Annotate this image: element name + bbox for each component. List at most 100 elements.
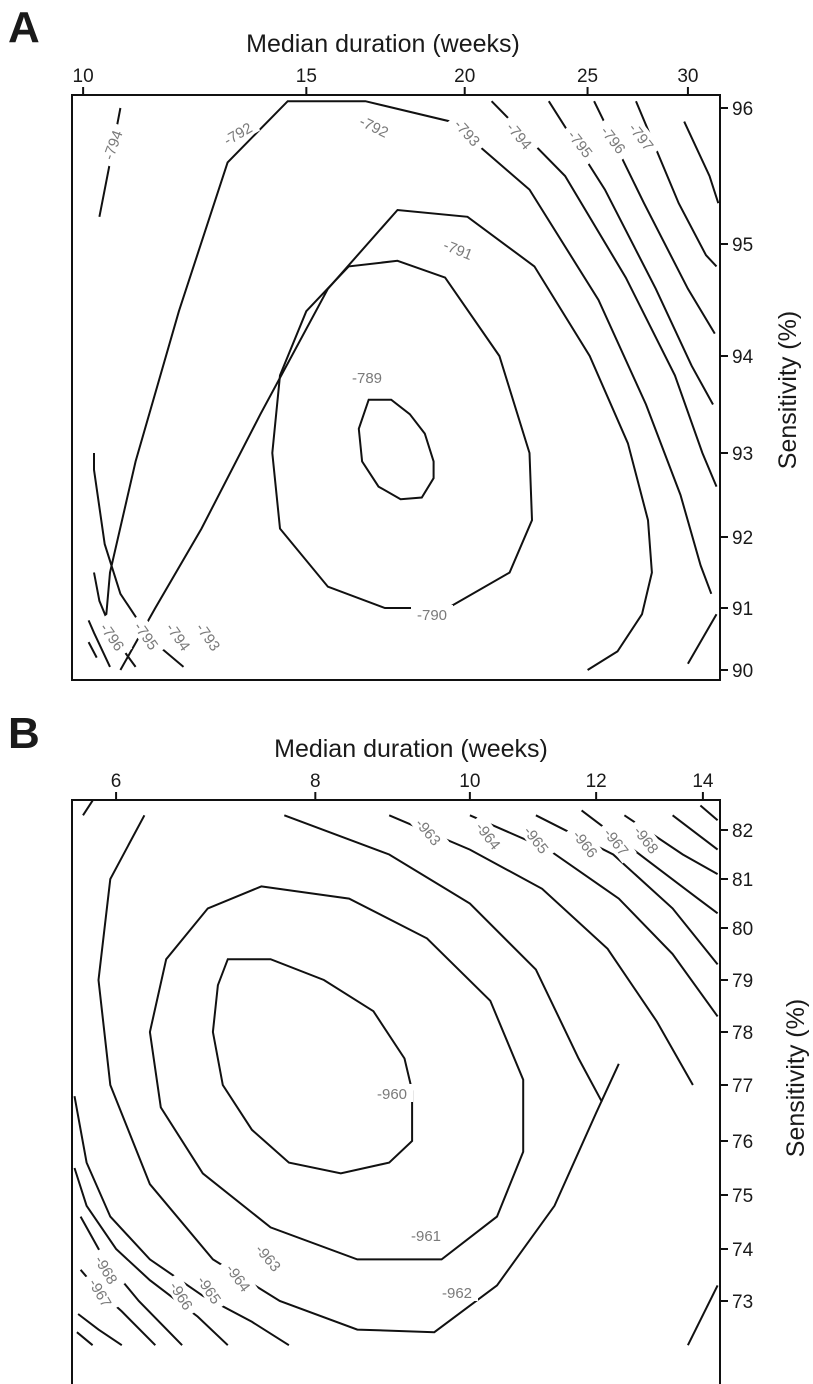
- contour-label-halo: [621, 114, 662, 159]
- contour-line: [97, 814, 620, 1334]
- contour-label-halo: [163, 1272, 201, 1319]
- x-axis: 10 15 20 25 30: [73, 66, 698, 95]
- contour-label: -960: [377, 1086, 407, 1103]
- x-axis-title: Median duration (weeks): [246, 30, 520, 58]
- x-tick-label: 15: [296, 66, 317, 87]
- contour-label: -790: [417, 607, 447, 624]
- y-tick-label: 94: [732, 347, 754, 368]
- contour-label-halo: [159, 614, 199, 659]
- plot-frame: [71, 94, 721, 681]
- y-tick-label: 81: [732, 870, 753, 891]
- contour-line: [73, 1096, 290, 1347]
- contour-label-halo: [219, 1255, 259, 1300]
- x-tick-label: 6: [111, 771, 122, 792]
- contour-label-halo: [468, 813, 509, 858]
- contour-line: [87, 620, 111, 668]
- y-tick-label: 91: [732, 599, 753, 620]
- contour-label-halo: [405, 1226, 447, 1244]
- x-tick-label: 30: [677, 66, 698, 87]
- x-tick-label: 8: [310, 771, 321, 792]
- contour-line: [271, 259, 534, 609]
- y-tick-label: 95: [732, 235, 753, 256]
- contour-labels: -789-790-791-792 -792 -793 -794 -795 -796-797…: [93, 108, 662, 659]
- contour-line: [469, 814, 719, 1017]
- contour-label-halo: [371, 1084, 413, 1102]
- contour-line: [671, 814, 719, 851]
- y-tick-label: 93: [732, 444, 753, 465]
- contour-labels: -960-961-962-963 -964 -965 -966 -967-968-968…: [82, 809, 667, 1319]
- contour-line: [357, 398, 435, 501]
- y-tick-label: 75: [732, 1186, 753, 1207]
- plot-frame: [71, 799, 721, 1384]
- y-axis: 73 74 75 76 77 78 79 80 81 82: [720, 821, 754, 1313]
- contour-lines: [73, 800, 719, 1347]
- y-tick-label: 80: [732, 919, 753, 940]
- contour-label-halo: [214, 114, 261, 152]
- contour-line: [687, 1284, 719, 1346]
- y-tick-label: 92: [732, 528, 753, 549]
- contour-label-halo: [351, 108, 398, 144]
- contour-line: [211, 958, 414, 1175]
- x-tick-label: 10: [73, 66, 94, 87]
- contour-line: [388, 814, 694, 1086]
- contour-label-halo: [411, 605, 453, 623]
- x-axis-title: Median duration (weeks): [274, 735, 548, 763]
- y-tick-label: 82: [732, 821, 753, 842]
- x-tick-label: 25: [577, 66, 598, 87]
- x-axis: 6 8 10 12 14: [111, 771, 714, 800]
- contour-label: -794: [100, 128, 126, 162]
- contour-label-halo: [596, 819, 637, 864]
- contour-line: [490, 100, 718, 487]
- y-tick-label: 96: [732, 99, 753, 120]
- contour-label-halo: [93, 614, 133, 659]
- contour-line: [148, 885, 525, 1261]
- contour-line: [77, 1313, 123, 1347]
- panel-label: A: [8, 3, 40, 52]
- x-tick-label: 20: [454, 66, 475, 87]
- contour-line: [699, 804, 719, 821]
- contour-label-halo: [127, 613, 167, 658]
- contour-line: [635, 100, 718, 268]
- x-tick-label: 14: [692, 771, 714, 792]
- contour-line: [283, 814, 603, 1103]
- contour-line: [535, 814, 719, 966]
- contour-label-halo: [499, 113, 541, 158]
- contour-label-halo: [626, 817, 667, 862]
- contour-line: [73, 1167, 229, 1346]
- contour-label: -791: [441, 237, 475, 264]
- contour-label-halo: [96, 121, 128, 168]
- contour-line: [82, 800, 94, 816]
- y-axis-title: Sensitivity (%): [774, 311, 802, 469]
- contour-label-halo: [82, 1269, 120, 1316]
- contour-lines: [87, 100, 720, 671]
- contour-label: -961: [411, 1228, 441, 1245]
- y-tick-label: 76: [732, 1132, 753, 1153]
- contour-label-halo: [435, 232, 482, 266]
- contour-label-halo: [516, 817, 557, 862]
- y-axis: 90 91 92 93 94 95 96: [720, 99, 754, 682]
- x-tick-label: 12: [586, 771, 607, 792]
- contour-label-halo: [346, 368, 388, 386]
- contour-label-halo: [88, 1246, 126, 1293]
- contour-label-halo: [560, 121, 601, 166]
- panel-label: B: [8, 709, 40, 758]
- contour-label-halo: [447, 110, 489, 154]
- contour-line: [683, 121, 720, 204]
- y-tick-label: 90: [732, 661, 753, 682]
- contour-panel-a: A Median duration (weeks) Sensitivity (%…: [8, 3, 802, 682]
- contour-label: -962: [442, 1285, 472, 1302]
- contour-line: [687, 613, 718, 665]
- contour-line: [119, 208, 653, 671]
- contour-label-halo: [190, 1266, 230, 1312]
- contour-label-halo: [593, 117, 634, 162]
- y-tick-label: 79: [732, 971, 753, 992]
- contour-panel-b: B Median duration (weeks) Sensitivity (%…: [8, 709, 810, 1384]
- contour-label: -789: [352, 370, 382, 387]
- y-tick-label: 78: [732, 1023, 753, 1044]
- contour-label-halo: [189, 614, 229, 659]
- contour-line: [103, 100, 713, 633]
- contour-label-halo: [408, 809, 450, 854]
- x-tick-label: 10: [459, 771, 480, 792]
- contour-line: [76, 1331, 94, 1346]
